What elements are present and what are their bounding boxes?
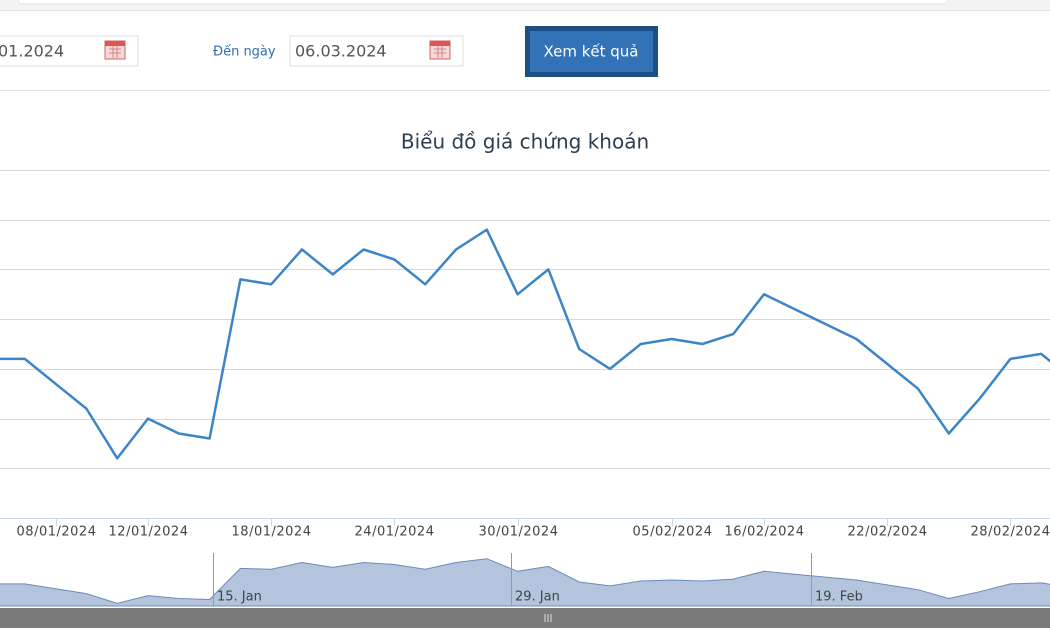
price-line xyxy=(0,228,1050,460)
scrollbar-grip xyxy=(544,614,552,622)
top-input xyxy=(17,0,949,5)
to-date-label: Đến ngày xyxy=(213,45,276,60)
scrollbar[interactable] xyxy=(0,608,1050,628)
x-tick-label: 28/02/2024 xyxy=(971,525,1050,540)
x-tick-label: 24/01/2024 xyxy=(355,525,435,540)
submit-button[interactable]: Xem kết quả xyxy=(525,26,658,77)
plot: 08/01/2024 12/01/2024 18/01/2024 24/01/2024… xyxy=(0,170,1050,608)
top-strip xyxy=(0,0,1050,10)
navigator-label: 15. Jan xyxy=(217,590,262,605)
x-tick-label: 08/01/2024 xyxy=(17,525,97,540)
x-tick-label: 05/02/2024 xyxy=(633,525,713,540)
chart-title: Biểu đồ giá chứng khoán xyxy=(401,130,649,154)
from-date-text: 01.2024 xyxy=(0,42,64,61)
navigator-label: 29. Jan xyxy=(515,590,560,605)
x-tick-label: 16/02/2024 xyxy=(725,525,805,540)
x-tick-label: 18/01/2024 xyxy=(232,525,312,540)
calendar-icon[interactable] xyxy=(104,40,126,60)
x-tick-label: 22/02/2024 xyxy=(848,525,928,540)
x-tick-label: 30/01/2024 xyxy=(479,525,559,540)
navigator-label: 19. Feb xyxy=(815,590,863,605)
to-date-text: 06.03.2024 xyxy=(295,42,387,61)
navigator-area xyxy=(0,558,1050,607)
submit-text: Xem kết quả xyxy=(544,43,639,61)
calendar-icon[interactable] xyxy=(429,40,451,60)
x-tick-label: 12/01/2024 xyxy=(109,525,189,540)
